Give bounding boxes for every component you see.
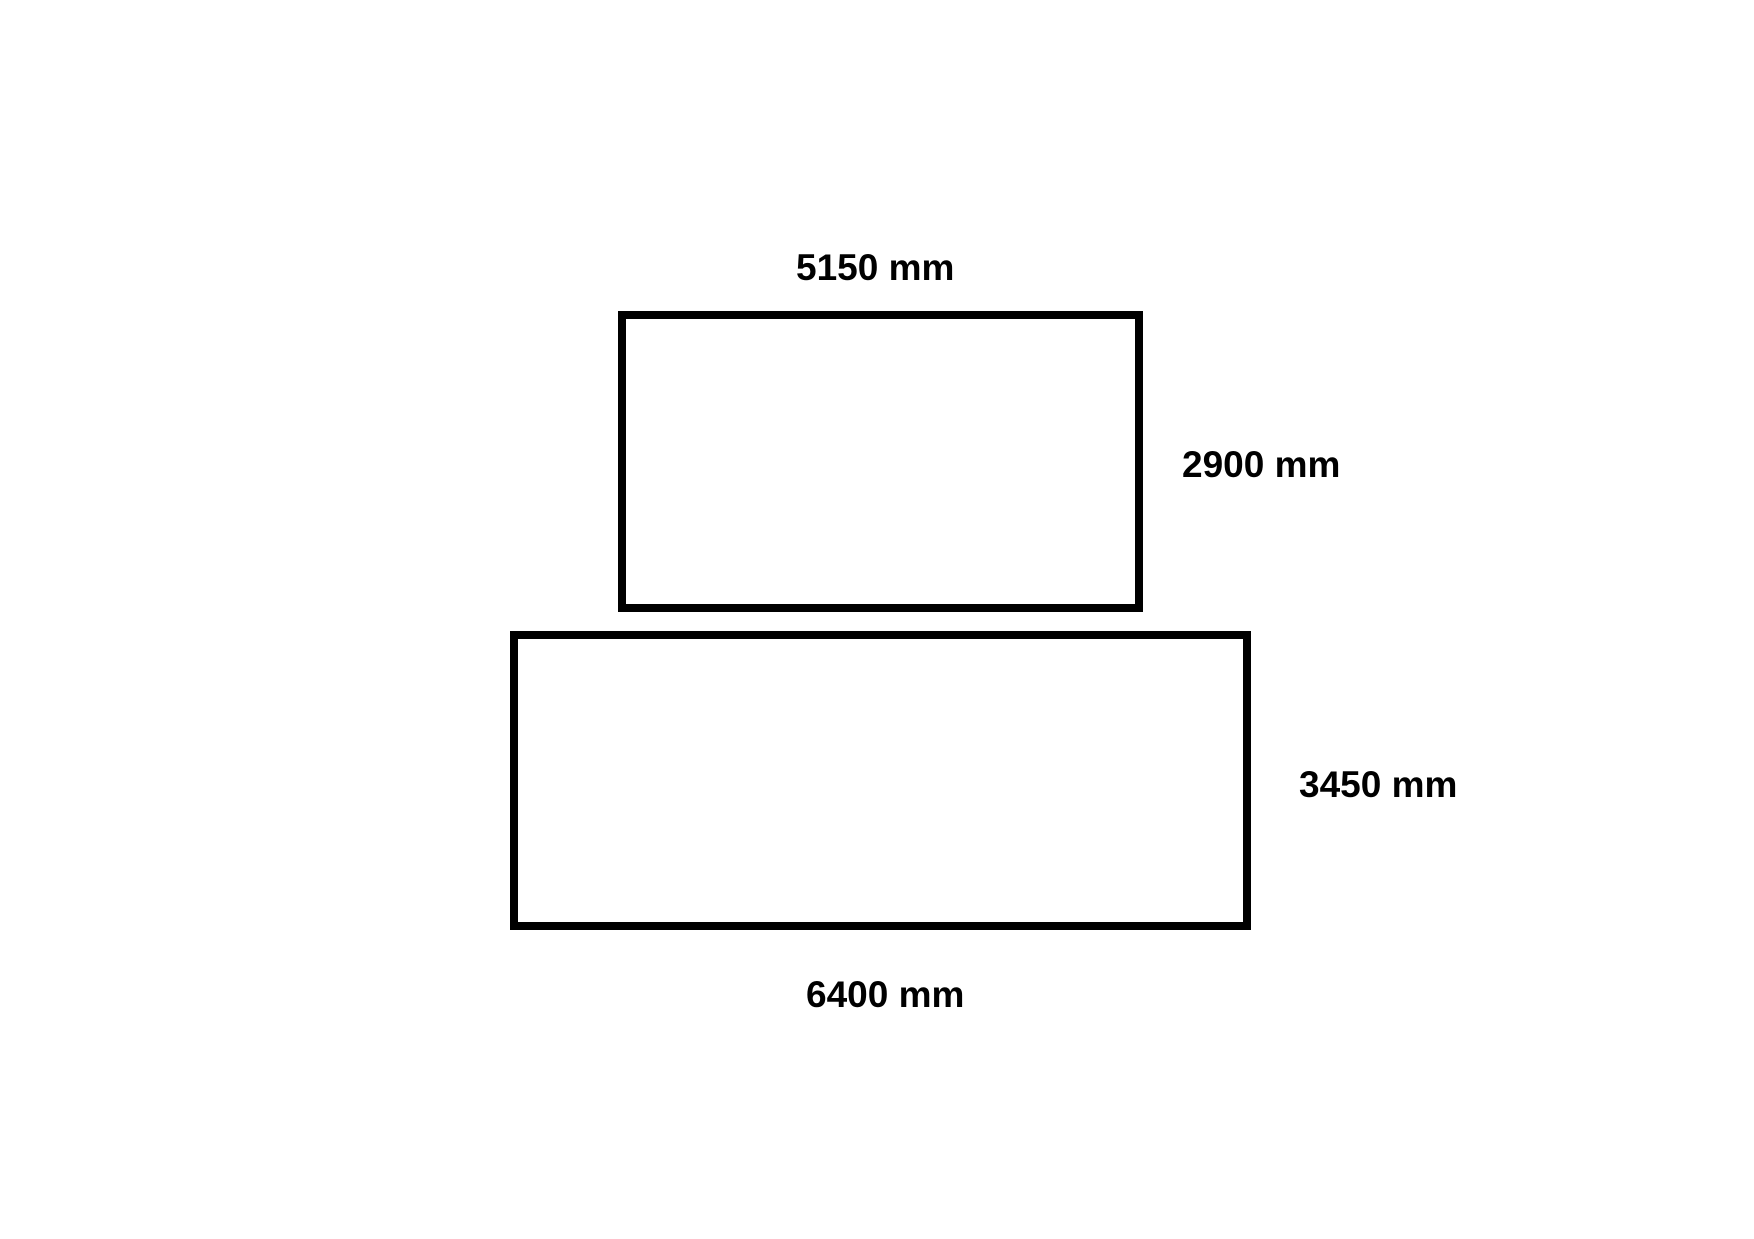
top-rectangle-height-label: 2900 mm (1182, 444, 1341, 485)
bottom-rectangle-width-label: 6400 mm (806, 974, 965, 1015)
bottom-rectangle-height-label: 3450 mm (1299, 764, 1458, 805)
bottom-rectangle (510, 631, 1251, 930)
top-rectangle (618, 311, 1143, 612)
top-rectangle-width-label: 5150 mm (796, 247, 955, 288)
